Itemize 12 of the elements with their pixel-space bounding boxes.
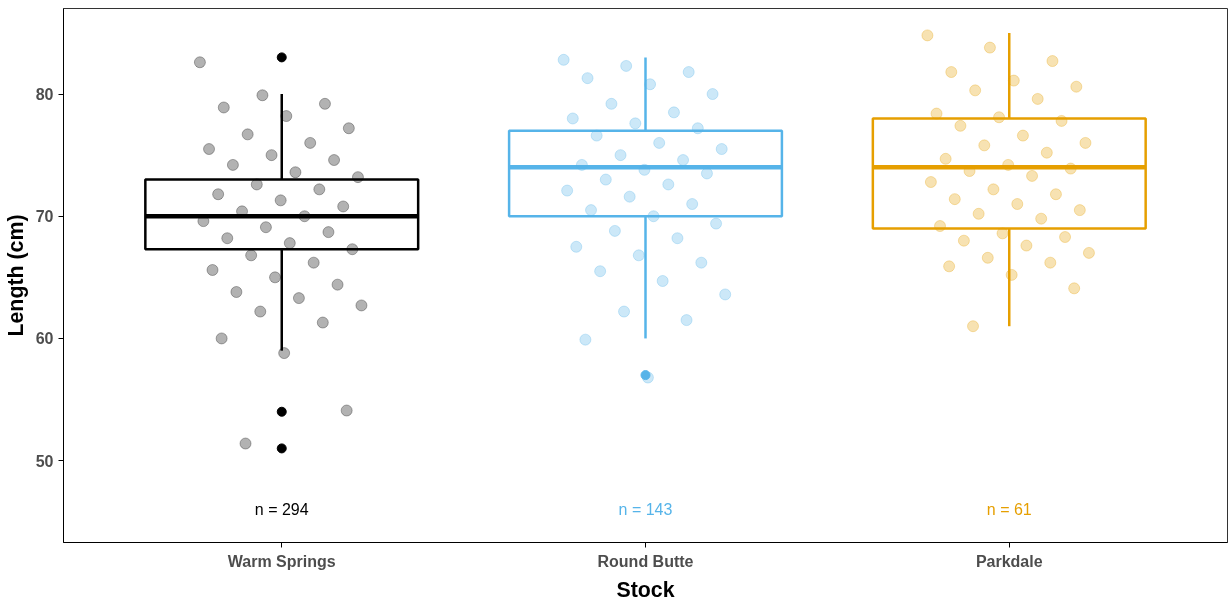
y-tick-label: 60	[35, 330, 54, 348]
annotation: n = 61	[986, 500, 1032, 518]
y-tick-label: 70	[35, 208, 54, 226]
annotation: n = 143	[618, 500, 673, 518]
y-axis-title: Length (cm)	[3, 214, 28, 337]
y-tick-label: 50	[35, 452, 54, 470]
x-tick-label: Round Butte	[597, 552, 694, 570]
x-tick-label: Parkdale	[975, 552, 1043, 570]
x-axis-title: Stock	[616, 577, 675, 602]
y-tick-label: 80	[35, 86, 54, 104]
x-tick-label: Warm Springs	[227, 552, 336, 570]
annotation: n = 294	[254, 500, 309, 518]
